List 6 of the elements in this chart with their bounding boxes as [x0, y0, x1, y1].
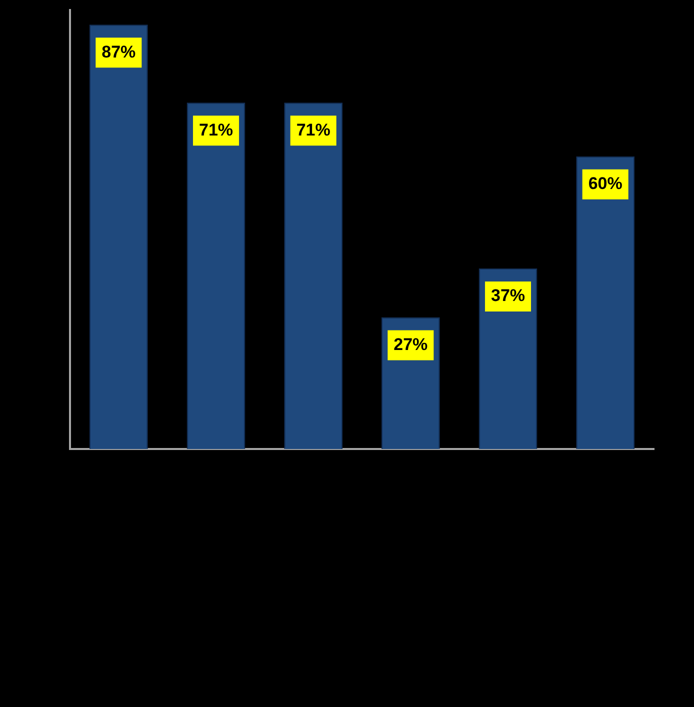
data-label: 71% — [198, 120, 234, 140]
data-label: 87% — [102, 42, 136, 62]
data-label: 37% — [490, 286, 526, 306]
data-label: 27% — [394, 334, 428, 354]
data-label: 60% — [588, 174, 622, 194]
data-label: 71% — [296, 120, 330, 140]
